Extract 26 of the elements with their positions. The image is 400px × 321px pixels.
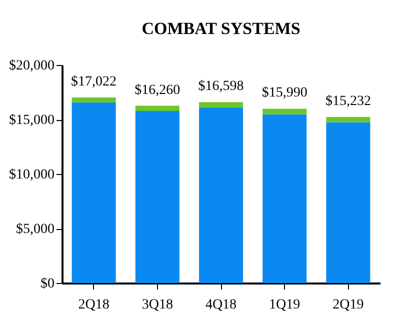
total-label: $17,022 xyxy=(71,74,117,90)
y-tick-label: $15,000 xyxy=(9,113,54,128)
chart-title: COMBAT SYSTEMS xyxy=(142,19,300,38)
total-label: $16,260 xyxy=(134,82,180,98)
x-tick-label: 2Q19 xyxy=(332,298,364,312)
x-tick-label: 3Q18 xyxy=(142,298,173,312)
y-tick-label: $10,000 xyxy=(9,168,54,182)
bar xyxy=(199,102,243,108)
total-label: $15,232 xyxy=(325,94,371,109)
bar xyxy=(326,122,370,283)
total-label: $15,990 xyxy=(262,86,308,101)
bar xyxy=(135,111,180,283)
x-tick-label: 4Q18 xyxy=(205,298,237,312)
bar xyxy=(72,102,116,283)
bar xyxy=(135,106,180,111)
bar xyxy=(326,116,370,122)
bar xyxy=(72,97,116,102)
total-label: $16,598 xyxy=(198,79,244,94)
bar xyxy=(199,107,243,283)
y-tick-label: $0 xyxy=(40,276,54,292)
bar xyxy=(262,108,307,114)
y-tick-label: $5,000 xyxy=(16,222,54,237)
x-tick-label: 1Q19 xyxy=(269,298,300,312)
bar xyxy=(262,114,307,283)
y-tick-label: $20,000 xyxy=(9,58,54,74)
x-tick-label: 2Q18 xyxy=(78,298,110,312)
